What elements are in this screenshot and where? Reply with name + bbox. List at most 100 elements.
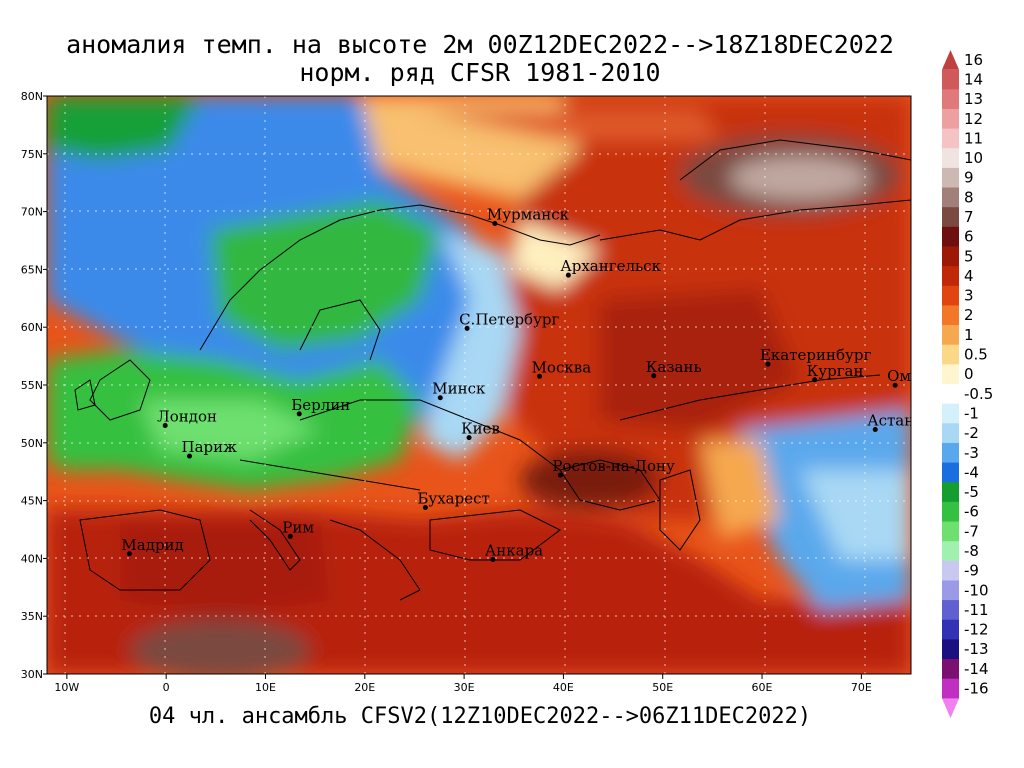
- map-title-line2: норм. ряд CFSR 1981-2010: [299, 58, 661, 87]
- colorbar-label: -9: [964, 562, 979, 580]
- colorbar-label: -14: [964, 660, 989, 678]
- colorbar-swatch: [942, 442, 959, 464]
- colorbar-label: -2: [964, 424, 979, 442]
- colorbar-label: -16: [964, 680, 989, 698]
- colorbar-swatch: [942, 403, 959, 424]
- latitude-axis: 80N 75N 70N 65N 60N 55N 50N 45N 40N 35N 30N: [21, 90, 47, 681]
- colorbar-swatch: [942, 226, 959, 247]
- colorbar-swatch: [942, 521, 959, 542]
- city-dot: [187, 453, 193, 459]
- colorbar-label: 4: [964, 267, 974, 285]
- colorbar-swatch: [942, 423, 959, 444]
- colorbar-swatch: [942, 207, 959, 228]
- colorbar-swatch: [942, 462, 959, 483]
- colorbar-swatch: [942, 600, 959, 621]
- city-dot: [651, 373, 657, 379]
- colorbar-label: -13: [964, 640, 989, 658]
- ensemble-footer: 04 чл. ансамбль CFSV2(12Z10DEC2022-->06Z…: [148, 704, 812, 729]
- colorbar-label: 3: [964, 287, 974, 305]
- city-label: Бухарест: [417, 490, 489, 508]
- colorbar-label: -7: [964, 522, 979, 540]
- colorbar-swatch: [942, 639, 959, 660]
- colorbar-label: -12: [964, 621, 989, 639]
- colorbar-swatch: [942, 344, 959, 365]
- colorbar-swatch: [942, 285, 959, 306]
- colorbar-swatch: [942, 325, 959, 346]
- lon-tick-label: 60E: [752, 681, 773, 694]
- city-dot: [557, 472, 563, 478]
- lon-tick-label: 10E: [255, 681, 276, 694]
- colorbar-label: 14: [964, 70, 983, 88]
- colorbar-swatch: [942, 50, 959, 70]
- lon-tick-label: 0: [163, 681, 170, 694]
- city-dot: [422, 505, 428, 511]
- lat-tick-label: 75N: [21, 148, 43, 161]
- colorbar-swatch: [942, 167, 959, 189]
- city-dot: [492, 221, 498, 227]
- city-label: Рим: [282, 518, 314, 536]
- map-title-line1: аномалия темп. на высоте 2м 00Z12DEC2022…: [66, 30, 894, 59]
- city-dot: [126, 551, 132, 557]
- colorbar-label: 8: [964, 188, 974, 206]
- lat-tick-label: 65N: [21, 263, 43, 276]
- city-label: Екатеринбург: [760, 346, 871, 364]
- lat-tick-label: 80N: [21, 90, 43, 103]
- colorbar-swatch: [942, 678, 959, 699]
- city-label: Архангельск: [560, 257, 661, 275]
- colorbar-label: 7: [964, 208, 974, 226]
- city-label: Киев: [461, 420, 500, 438]
- lat-tick-label: 45N: [21, 495, 43, 508]
- lon-tick-label: 30E: [454, 681, 475, 694]
- colorbar-swatch: [942, 580, 959, 601]
- colorbar-label: -0.5: [964, 385, 993, 403]
- city-label: Париж: [182, 438, 238, 456]
- lat-tick-label: 50N: [21, 437, 43, 450]
- city-dot: [437, 395, 443, 401]
- colorbar-label: 1: [964, 326, 974, 344]
- lon-tick-label: 10W: [54, 681, 79, 694]
- colorbar-label: 0.5: [964, 346, 988, 364]
- colorbar-swatch: [942, 659, 959, 680]
- colorbar-label: 10: [964, 149, 983, 167]
- city-label: Казань: [646, 358, 702, 376]
- lat-tick-label: 55N: [21, 379, 43, 392]
- colorbar-label: -4: [964, 463, 979, 481]
- lon-tick-label: 40E: [553, 681, 574, 694]
- city-dot: [892, 382, 898, 388]
- anomaly-field: Мурманск Архангельск С.Петербург Москва Каза…: [47, 96, 911, 674]
- colorbar-label: 9: [964, 169, 974, 187]
- colorbar-label: -10: [964, 581, 989, 599]
- lat-tick-label: 70N: [21, 206, 43, 219]
- lon-tick-label: 50E: [652, 681, 673, 694]
- city-dot: [812, 377, 818, 383]
- colorbar-label: -8: [964, 542, 979, 560]
- colorbar-swatch: [942, 246, 959, 267]
- colorbar-swatch: [942, 384, 959, 405]
- colorbar-swatch: [942, 482, 959, 503]
- city-dot: [466, 435, 472, 441]
- city-dot: [162, 422, 168, 428]
- colorbar-label: 5: [964, 247, 974, 265]
- city-label: Мадрид: [121, 536, 183, 554]
- city-label: С.Петербург: [459, 310, 559, 328]
- colorbar-swatch: [942, 501, 959, 523]
- city-dot: [287, 533, 293, 539]
- colorbar-swatch: [942, 364, 959, 385]
- colorbar-label: 2: [964, 306, 974, 324]
- lon-tick-label: 70E: [851, 681, 872, 694]
- city-dot: [765, 361, 771, 367]
- city-label: Минск: [432, 380, 486, 398]
- city-dot: [464, 325, 470, 331]
- colorbar-swatch: [942, 619, 959, 640]
- colorbar-swatch: [942, 148, 959, 169]
- colorbar-swatch: [942, 108, 959, 130]
- colorbar-label: 13: [964, 90, 983, 108]
- colorbar-swatch: [942, 698, 959, 718]
- colorbar-label: 0: [964, 365, 974, 383]
- colorbar-swatch: [942, 266, 959, 287]
- city-label: Берлин: [291, 396, 350, 414]
- graticule: [47, 96, 911, 674]
- city-label: Анкара: [485, 542, 543, 560]
- colorbar-label: -5: [964, 483, 979, 501]
